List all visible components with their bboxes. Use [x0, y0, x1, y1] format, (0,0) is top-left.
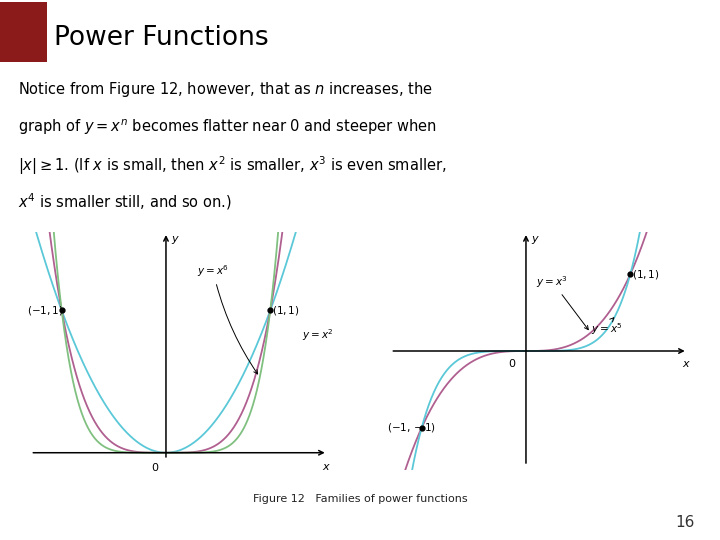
Text: $(1, 1)$: $(1, 1)$: [272, 304, 300, 317]
Text: $( -1, 1)$: $( -1, 1)$: [27, 304, 63, 317]
Text: graph of $y = x^n$ becomes flatter near 0 and steeper when: graph of $y = x^n$ becomes flatter near …: [18, 117, 436, 137]
Text: Figure 12   Families of power functions: Figure 12 Families of power functions: [253, 495, 467, 504]
Text: 0: 0: [152, 463, 158, 472]
Text: $y$: $y$: [171, 234, 180, 246]
Text: $y = x^3$: $y = x^3$: [536, 274, 588, 329]
Text: $y = x^4$: $y = x^4$: [0, 539, 1, 540]
Text: 0: 0: [508, 359, 516, 369]
Text: $y = x^6$: $y = x^6$: [197, 264, 258, 374]
Text: $x$: $x$: [682, 359, 691, 369]
Text: 16: 16: [675, 515, 695, 530]
Text: Notice from Figure 12, however, that as $n$ increases, the: Notice from Figure 12, however, that as …: [18, 80, 433, 99]
Text: $y$: $y$: [531, 234, 540, 246]
Text: $y = x^2$: $y = x^2$: [302, 328, 333, 343]
Text: $x^4$ is smaller still, and so on.): $x^4$ is smaller still, and so on.): [18, 192, 232, 212]
Text: $(1, 1)$: $(1, 1)$: [632, 268, 660, 281]
Text: $x$: $x$: [322, 462, 331, 472]
Text: $|x| \geq 1$. (If $x$ is small, then $x^2$ is smaller, $x^3$ is even smaller,: $|x| \geq 1$. (If $x$ is small, then $x^…: [18, 154, 446, 177]
FancyBboxPatch shape: [0, 2, 47, 62]
Text: $(-1, -1)$: $(-1, -1)$: [387, 421, 436, 434]
Text: $y = x^5$: $y = x^5$: [590, 318, 622, 338]
Text: Power Functions: Power Functions: [54, 25, 269, 51]
